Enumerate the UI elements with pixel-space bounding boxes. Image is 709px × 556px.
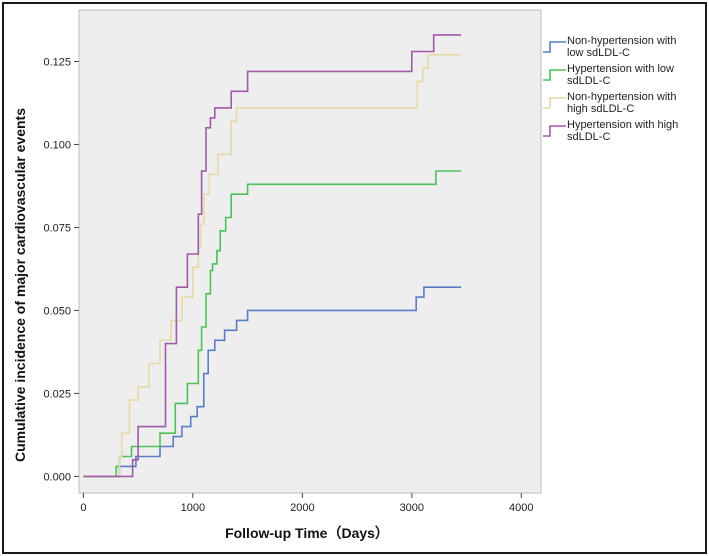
series-line-4 xyxy=(83,34,462,478)
legend-label-4: Hypertension with high xyxy=(567,119,678,131)
plot-area-background xyxy=(78,9,542,494)
legend-swatch-3 xyxy=(543,97,566,109)
legend-label-1: Non-hypertension with xyxy=(567,35,676,47)
axes: 0 1000 2000 3000 4000 0.000 0.025 0.050 0.075 0.1… xyxy=(43,56,533,514)
legend-label-3: Non-hypertension with xyxy=(567,91,676,103)
y-tick-label: 0.100 xyxy=(43,139,71,151)
legend-label-3: high sdLDL-C xyxy=(567,103,634,115)
x-tick-label: 0 xyxy=(80,502,86,514)
y-tick-label: 0.050 xyxy=(43,305,71,317)
series-line-3 xyxy=(83,54,462,478)
y-tick-label: 0.075 xyxy=(43,222,71,234)
x-tick-label: 4000 xyxy=(509,502,533,514)
series-group xyxy=(83,34,462,478)
x-tick-label: 2000 xyxy=(290,502,314,514)
y-tick-label: 0.125 xyxy=(43,56,71,68)
series-line-2 xyxy=(83,170,462,478)
legend-label-4: sdLDL-C xyxy=(567,131,610,143)
legend-swatch-4 xyxy=(543,125,566,137)
legend-label-1: low sdLDL-C xyxy=(567,47,630,59)
legend-swatch-2 xyxy=(543,69,566,81)
legend-swatch-1 xyxy=(543,41,566,53)
y-axis-title: Cumulative incidence of major cardiovasc… xyxy=(12,108,28,462)
y-tick-label: 0.000 xyxy=(43,471,71,483)
series-line-1 xyxy=(83,286,462,478)
x-axis-title: Follow-up Time（Days） xyxy=(225,525,389,541)
legend-label-2: Hypertension with low xyxy=(567,63,674,75)
legend-label-2: sdLDL-C xyxy=(567,75,610,87)
x-tick-label: 1000 xyxy=(181,502,205,514)
x-tick-label: 3000 xyxy=(400,502,424,514)
y-tick-label: 0.025 xyxy=(43,388,71,400)
